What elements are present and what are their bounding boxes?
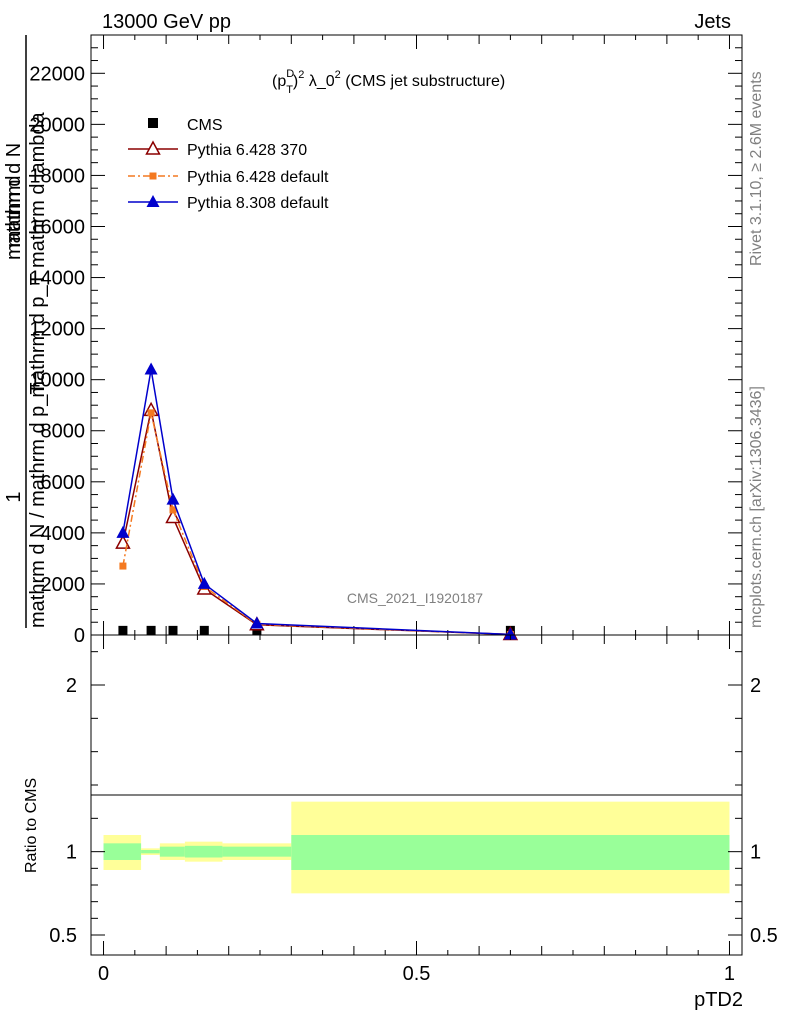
ylabel-line-2: mathrm d N / mathrm d p_T	[27, 382, 49, 628]
legend-label-cms: CMS	[187, 117, 223, 134]
data-point-pythia-8-308-default	[197, 576, 211, 589]
x-tick-label: 1	[724, 963, 735, 985]
ratio-bands	[103, 801, 730, 894]
main-y-axis-label: 1 mathrm d N / mathrm d p_T mathrm d mat…	[3, 35, 49, 628]
ratio-y-tick-label: 0.5	[49, 925, 77, 947]
main-y-tick-label: 8000	[41, 421, 86, 443]
ratio-band-inner	[141, 850, 160, 854]
data-point-cms	[118, 625, 128, 635]
main-y-tick-label: 18000	[29, 165, 85, 187]
ratio-y-axis-label: Ratio to CMS	[23, 778, 40, 873]
ylabel-line-1: 1	[3, 491, 25, 502]
ratio-y-tick-label-right: 1	[750, 842, 761, 864]
legend: CMS Pythia 6.428 370 Pythia 6.428 defaul…	[128, 117, 329, 212]
ylabel-line-3: mathrm d	[3, 176, 25, 260]
main-y-tick-label: 12000	[29, 319, 85, 341]
data-point-pythia-8-308-default	[503, 627, 517, 640]
ratio-y-tick-label: 1	[66, 842, 77, 864]
data-point-pythia-8-308-default	[250, 616, 264, 629]
energy-label: 13000 GeV pp	[102, 11, 231, 33]
data-point-pythia-6-428-default	[169, 506, 177, 514]
main-y-tick-label: 14000	[29, 268, 85, 290]
main-y-tick-label: 6000	[41, 472, 86, 494]
data-point-cms	[168, 625, 178, 635]
legend-entry-pythia6-default: Pythia 6.428 default	[128, 169, 329, 186]
series-line-pythia-8-308-default	[122, 369, 511, 636]
legend-entry-pythia8-default: Pythia 8.308 default	[128, 195, 329, 212]
main-y-tick-label: 10000	[29, 370, 85, 392]
data-point-pythia-6-428-370	[115, 534, 131, 549]
main-y-tick-label: 2000	[41, 574, 86, 596]
data-point-pythia-8-308-default	[144, 362, 158, 375]
x-tick-label: 0.5	[403, 963, 431, 985]
legend-entry-pythia6-370: Pythia 6.428 370	[128, 140, 307, 159]
plot-title: (pD T)2 λ_02 (CMS jet substructure)	[272, 68, 505, 96]
main-y-tick-label: 4000	[41, 523, 86, 545]
data-point-pythia-6-428-default	[147, 409, 155, 417]
ylabel-line-4: mathrm d N	[3, 143, 25, 247]
main-y-tick-label: 22000	[29, 63, 85, 85]
legend-marker-pythia8-default	[146, 195, 160, 207]
data-point-cms	[146, 625, 156, 635]
data-point-pythia-8-308-default	[116, 525, 130, 538]
data-point-cms	[199, 625, 209, 635]
mcplots-label: mcplots.cern.ch [arXiv:1306.3436]	[748, 386, 765, 628]
x-tick-label: 0	[98, 963, 109, 985]
ylabel-line-5: mathrm d p_T mathrm d lambda	[27, 111, 49, 397]
x-axis-label: pTD2	[694, 989, 743, 1011]
ratio-band-inner	[291, 835, 730, 870]
ratio-band-inner	[103, 843, 142, 860]
legend-marker-pythia6-default	[149, 172, 157, 180]
main-y-tick-label: 0	[74, 625, 85, 647]
ratio-band-inner	[159, 846, 185, 857]
ratio-band-inner	[222, 846, 292, 857]
data-point-pythia-6-428-default	[119, 562, 127, 570]
main-y-tick-label: 16000	[29, 216, 85, 238]
ratio-y-tick-label: 2	[66, 675, 77, 697]
data-point-pythia-8-308-default	[166, 492, 180, 505]
ratio-y-tick-label-right: 2	[750, 675, 761, 697]
jets-label: Jets	[694, 11, 731, 33]
legend-marker-pythia6-370	[145, 140, 161, 155]
legend-entry-cms: CMS	[148, 117, 223, 134]
main-x-ticks	[103, 35, 730, 635]
analysis-watermark: CMS_2021_I1920187	[347, 590, 483, 606]
legend-label-pythia6-370: Pythia 6.428 370	[187, 142, 307, 159]
ratio-y-ticks: 0.5 0.5 1 1 2 2	[49, 651, 778, 947]
legend-label-pythia6-default: Pythia 6.428 default	[187, 169, 329, 186]
main-y-ticks: 0 2000 4000 6000 8000 10000 12000 14000 16000 180…	[29, 34, 742, 647]
legend-marker-cms	[148, 118, 158, 128]
ratio-x-ticks: 0 0.5 1	[98, 635, 735, 985]
ratio-band-inner	[184, 845, 223, 858]
rivet-label: Rivet 3.1.10, ≥ 2.6M events	[748, 71, 765, 266]
legend-label-pythia8-default: Pythia 8.308 default	[187, 195, 329, 212]
main-y-tick-label: 20000	[29, 114, 85, 136]
ratio-y-tick-label-right: 0.5	[750, 925, 778, 947]
series-layer	[115, 362, 519, 641]
